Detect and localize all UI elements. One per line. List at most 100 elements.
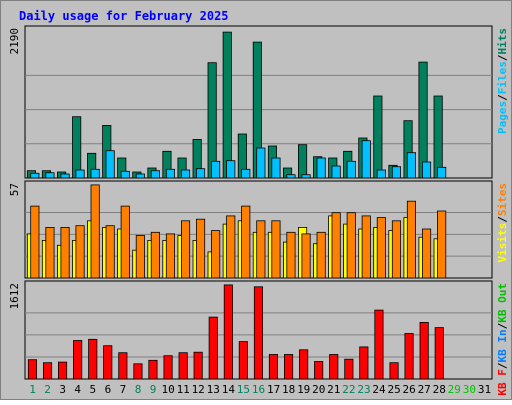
bar-kb-f-day-8 — [133, 363, 143, 380]
bar-files-day-5 — [90, 168, 100, 179]
bar-hits-day-13 — [207, 62, 217, 179]
bar-sites-day-13 — [211, 230, 221, 279]
bar-files-day-20 — [316, 157, 326, 179]
legend-entry: / — [496, 94, 509, 101]
bar-sites-day-12 — [195, 218, 206, 279]
day-label: 31 — [478, 383, 491, 396]
day-label: 30 — [463, 383, 476, 396]
day-label: 9 — [150, 383, 157, 396]
day-label: 6 — [105, 383, 112, 396]
bar-sites-day-6 — [105, 225, 115, 279]
bar-files-day-14 — [226, 160, 236, 179]
bar-hits-day-19 — [297, 144, 308, 179]
bar-sites-day-1 — [30, 205, 40, 279]
bar-files-day-8 — [135, 173, 145, 179]
bar-files-day-22 — [346, 160, 356, 179]
bar-kb-f-day-27 — [419, 321, 429, 380]
bar-files-day-9 — [150, 170, 160, 179]
legend-entry: KB F — [496, 369, 509, 396]
bar-sites-day-28 — [437, 210, 447, 279]
bar-files-day-11 — [180, 169, 191, 179]
legend-entry: / — [496, 362, 509, 369]
legend-entry: Visits — [496, 223, 509, 263]
bar-files-day-1 — [30, 172, 40, 179]
bar-sites-day-15 — [241, 205, 251, 279]
bar-kb-f-day-23 — [359, 346, 369, 380]
bar-sites-day-26 — [406, 200, 416, 279]
bar-sites-day-9 — [150, 231, 160, 279]
bar-sites-day-8 — [135, 235, 145, 279]
bar-kb-f-day-15 — [238, 341, 248, 380]
legend-entry: / — [496, 216, 509, 223]
bar-files-day-16 — [256, 147, 266, 179]
bar-files-day-2 — [45, 172, 55, 179]
bar-kb-f-day-22 — [344, 358, 354, 380]
bar-sites-day-25 — [391, 220, 401, 279]
bar-files-day-28 — [437, 166, 447, 179]
bar-files-day-12 — [195, 168, 206, 179]
day-label: 18 — [282, 383, 295, 396]
bar-sites-day-21 — [331, 212, 341, 279]
day-label: 7 — [120, 383, 127, 396]
bar-sites-day-24 — [376, 217, 386, 279]
bar-kb-f-day-7 — [118, 352, 128, 380]
day-label: 5 — [89, 383, 96, 396]
bar-kb-f-day-9 — [148, 359, 158, 380]
bar-sites-day-5 — [90, 184, 100, 279]
bar-sites-day-14 — [226, 215, 236, 279]
bar-kb-f-day-4 — [73, 340, 83, 380]
bar-kb-f-day-12 — [193, 351, 203, 380]
bar-sites-day-23 — [361, 215, 371, 279]
bar-files-day-4 — [75, 169, 85, 179]
day-label: 16 — [252, 383, 265, 396]
day-label: 20 — [312, 383, 325, 396]
bar-sites-day-16 — [256, 220, 266, 279]
day-label: 22 — [342, 383, 355, 396]
day-label: 28 — [433, 383, 446, 396]
day-label: 25 — [387, 383, 400, 396]
bar-files-day-7 — [120, 170, 130, 179]
bar-files-day-15 — [241, 168, 251, 179]
bar-files-day-19 — [301, 174, 311, 179]
bar-kb-f-day-2 — [43, 362, 53, 380]
bar-files-day-17 — [271, 157, 281, 179]
bar-sites-day-11 — [180, 220, 191, 279]
bar-files-day-27 — [421, 161, 432, 179]
bar-sites-day-7 — [120, 205, 130, 279]
day-label: 15 — [237, 383, 250, 396]
legend-entry: / — [496, 54, 509, 61]
bar-kb-f-day-13 — [208, 316, 218, 380]
bar-kb-f-day-16 — [253, 286, 264, 380]
bar-hits-day-14 — [222, 31, 232, 179]
y-max-label: 2190 — [8, 28, 21, 55]
bar-kb-f-day-3 — [58, 361, 68, 380]
day-label: 12 — [192, 383, 205, 396]
legend-entry: KB In — [496, 329, 509, 362]
bar-sites-day-2 — [45, 226, 55, 279]
bar-kb-f-day-10 — [163, 355, 173, 380]
panel-legend: KB F/KB In/KB Out — [496, 283, 509, 396]
bar-hits-day-24 — [373, 95, 383, 179]
day-label: 8 — [135, 383, 142, 396]
legend-entry: Pages — [496, 101, 509, 134]
bar-kb-f-day-18 — [283, 354, 294, 380]
chart-panels: 2190Pages/Files/Hits57Visits/Sites1612KB… — [8, 25, 509, 396]
chart-title: Daily usage for February 2025 — [19, 9, 229, 23]
day-label: 2 — [44, 383, 51, 396]
bar-sites-day-3 — [60, 226, 70, 279]
day-label: 24 — [372, 383, 386, 396]
bar-sites-day-19 — [301, 233, 311, 279]
bar-kb-f-day-11 — [178, 352, 188, 380]
y-max-label: 57 — [8, 183, 21, 196]
legend-entry: Hits — [496, 28, 509, 55]
day-label: 27 — [418, 383, 431, 396]
bar-files-day-13 — [211, 160, 221, 179]
day-label: 26 — [402, 383, 415, 396]
day-label: 29 — [448, 383, 461, 396]
bar-kb-f-day-21 — [329, 354, 339, 380]
bar-hits-day-4 — [72, 116, 82, 179]
legend-entry: / — [496, 322, 509, 329]
